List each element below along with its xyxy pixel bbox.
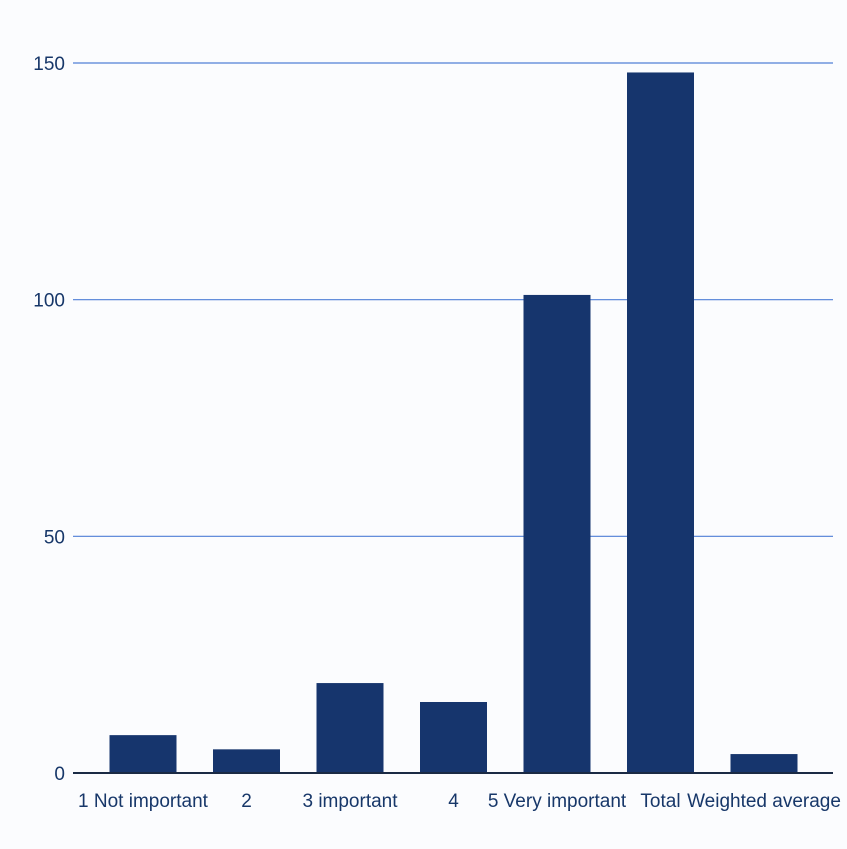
x-tick-label: 3 important	[302, 791, 398, 812]
x-tick-label: 5 Very important	[488, 791, 627, 812]
bar-4	[420, 702, 487, 773]
x-tick-label: Total	[640, 791, 680, 812]
bar-total	[627, 72, 694, 773]
bar-3-important	[316, 683, 384, 773]
bar-1-not-important	[109, 735, 177, 773]
x-tick-label: 2	[241, 791, 252, 812]
x-tick-label: 1 Not important	[78, 791, 209, 812]
bar-2	[213, 749, 280, 773]
bar-weighted-average	[730, 754, 798, 773]
y-tick-label: 0	[54, 764, 65, 785]
x-tick-label: 4	[448, 791, 459, 812]
bar-5-very-important	[523, 294, 591, 773]
y-tick-label: 150	[33, 54, 65, 75]
y-tick-label: 50	[44, 527, 65, 548]
x-tick-label: Weighted average	[687, 791, 841, 812]
y-tick-label: 100	[33, 291, 65, 312]
